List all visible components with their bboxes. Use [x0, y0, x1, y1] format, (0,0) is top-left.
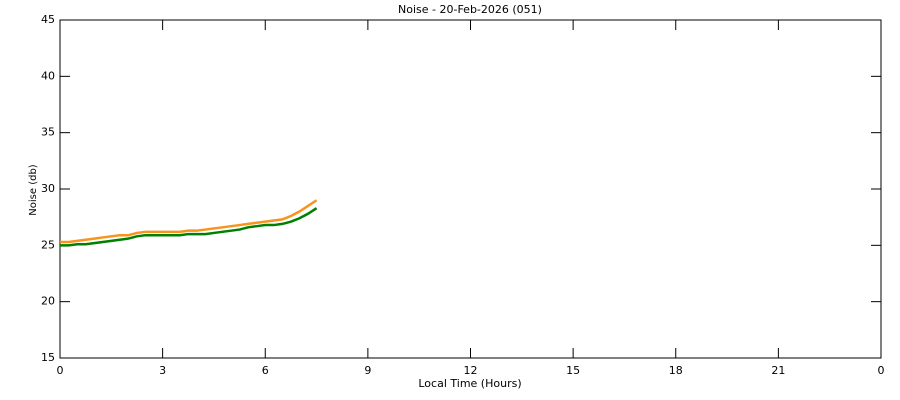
x-tick-label: 12 — [464, 364, 478, 377]
x-tick-label: 18 — [669, 364, 683, 377]
y-tick-label: 40 — [41, 69, 55, 82]
y-tick-label: 25 — [41, 238, 55, 251]
y-tick-label: 20 — [41, 295, 55, 308]
x-tick-label: 0 — [878, 364, 885, 377]
x-tick-label: 0 — [57, 364, 64, 377]
chart-title: Noise - 20-Feb-2026 (051) — [398, 3, 542, 16]
noise-line — [60, 199, 318, 244]
y-tick-label: 35 — [41, 126, 55, 139]
y-axis-label: Noise (db) — [28, 164, 39, 216]
y-tick-label: 30 — [41, 182, 55, 195]
x-axis-label: Local Time (Hours) — [418, 377, 521, 390]
x-tick-label: 21 — [771, 364, 785, 377]
x-tick-label: 3 — [159, 364, 166, 377]
x-tick-label: 9 — [364, 364, 371, 377]
y-tick-label: 45 — [41, 13, 55, 26]
noise-line — [60, 207, 318, 247]
y-tick-label: 15 — [41, 351, 55, 364]
x-tick-label: 6 — [262, 364, 269, 377]
x-tick-label: 15 — [566, 364, 580, 377]
